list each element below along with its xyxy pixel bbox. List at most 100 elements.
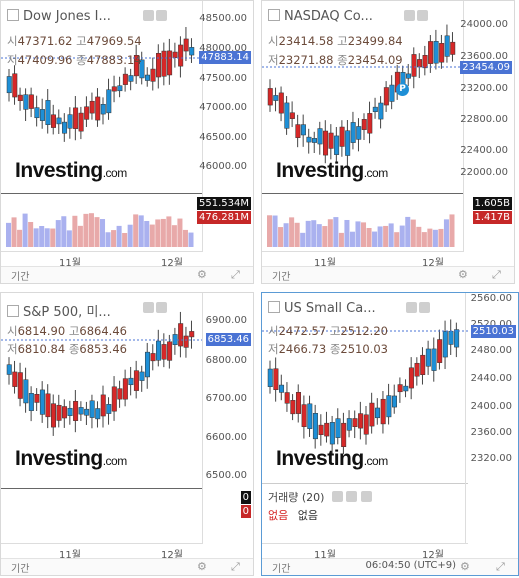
candle <box>39 109 45 121</box>
volume-bar <box>116 225 122 247</box>
fullscreen-icon[interactable]: ⤢ <box>231 268 240 281</box>
volume-bar <box>410 219 416 247</box>
candle <box>122 378 128 400</box>
time-axis[interactable]: 11월 12월 <box>262 251 464 270</box>
volume-bar <box>405 216 411 247</box>
close-icon[interactable] <box>360 491 372 502</box>
settings-icon[interactable] <box>156 10 167 21</box>
y-tick: 6600.00 <box>205 432 247 443</box>
candle <box>273 368 279 391</box>
y-tick: 2440.00 <box>470 373 512 384</box>
symbol-title[interactable]: Dow Jones I... <box>7 9 111 24</box>
symbol-title[interactable]: NASDAQ Co... <box>268 9 373 24</box>
pane-separator[interactable] <box>262 193 464 194</box>
chart-panel-nasdaq[interactable]: NASDAQ Co... 시23414.58 고23499.84 저23271.… <box>261 0 515 284</box>
candle <box>78 112 84 132</box>
pane-separator[interactable] <box>1 488 203 489</box>
settings-icon[interactable] <box>143 10 154 21</box>
settings-icon[interactable] <box>156 302 167 313</box>
price-plot[interactable] <box>1 1 203 251</box>
chart-panel-dow[interactable]: Dow Jones I... 시47371.62 고47969.54 저4740… <box>0 0 254 284</box>
volume-bar <box>372 231 378 247</box>
collapse-icon[interactable] <box>268 301 280 313</box>
candle <box>324 422 330 437</box>
ohlc-row-1: 시23414.58 고23499.84 <box>268 34 403 48</box>
period-label[interactable]: 기간 <box>272 564 291 575</box>
fullscreen-icon[interactable]: ⤢ <box>496 560 505 573</box>
price-plot[interactable] <box>262 293 468 543</box>
candle <box>17 372 23 399</box>
y-tick: 6800.00 <box>205 355 247 366</box>
collapse-icon[interactable] <box>7 305 19 317</box>
symbol-title[interactable]: S&P 500, 미... <box>7 301 111 320</box>
gear-icon[interactable]: ⚙ <box>460 560 470 573</box>
candle <box>295 392 301 414</box>
volume-bar <box>72 215 78 247</box>
candle <box>339 126 345 147</box>
last-price-tag: 2510.03 <box>470 325 516 338</box>
volume-bar <box>22 213 28 247</box>
volume-bar <box>443 219 449 247</box>
fullscreen-icon[interactable]: ⤢ <box>492 268 501 281</box>
period-label[interactable]: 기간 <box>272 272 291 283</box>
settings-icon[interactable] <box>406 302 417 313</box>
chart-panel-sp500[interactable]: S&P 500, 미... 시6814.90 고6864.46 저6810.84… <box>0 292 254 576</box>
gear-icon[interactable]: ⚙ <box>197 560 207 573</box>
price-axis[interactable]: 24000.00 23600.00 23200.00 22800.00 2240… <box>460 1 514 251</box>
clock-readout[interactable]: 06:04:50 (UTC+9) <box>365 560 456 571</box>
volume-bar <box>94 217 100 247</box>
collapse-icon[interactable] <box>7 9 19 21</box>
period-label[interactable]: 기간 <box>11 272 30 283</box>
candle <box>420 354 426 375</box>
legend-controls <box>404 10 428 21</box>
candle <box>433 41 439 64</box>
period-label[interactable]: 기간 <box>11 564 30 575</box>
candle <box>161 344 167 360</box>
candle <box>312 413 318 440</box>
volume-bar <box>11 217 17 247</box>
chart-panel-smallcap[interactable]: US Small Ca... 시2472.57 고2512.20 저2466.7… <box>261 292 519 576</box>
settings-icon[interactable] <box>417 10 428 21</box>
settings-icon[interactable] <box>346 491 358 502</box>
volume-bar <box>44 228 50 247</box>
price-axis[interactable]: 48500.00 48000.00 47500.00 47000.00 4650… <box>197 1 253 251</box>
candle <box>450 41 456 55</box>
time-axis[interactable]: 11월 12월 <box>1 251 203 270</box>
volume-bar <box>182 229 188 247</box>
y-tick: 2320.00 <box>470 453 512 464</box>
pane-separator[interactable] <box>1 193 203 194</box>
volume-bar <box>278 227 284 247</box>
time-axis[interactable]: 11월 12월 <box>1 543 203 562</box>
settings-icon[interactable] <box>143 302 154 313</box>
price-axis[interactable]: 2560.00 2520.00 2480.00 2440.00 2400.00 … <box>465 293 518 543</box>
volume-tag: 1.417B <box>472 211 512 224</box>
settings-icon[interactable] <box>404 10 415 21</box>
volume-bar <box>39 225 45 247</box>
x-tick: 11월 <box>59 258 81 269</box>
price-plot[interactable] <box>262 1 464 251</box>
candle <box>328 132 334 149</box>
gear-icon[interactable]: ⚙ <box>197 268 207 281</box>
time-axis[interactable]: 11월 12월 <box>262 543 468 562</box>
fullscreen-icon[interactable]: ⤢ <box>231 560 240 573</box>
candle <box>84 106 90 120</box>
candle <box>144 351 150 378</box>
gear-icon[interactable]: ⚙ <box>458 268 468 281</box>
candle <box>50 403 56 428</box>
pane-separator[interactable] <box>262 483 468 484</box>
settings-icon[interactable] <box>331 491 343 502</box>
collapse-icon[interactable] <box>268 9 280 21</box>
volume-bar <box>289 217 295 247</box>
candle <box>341 422 347 447</box>
event-marker[interactable]: P <box>396 83 409 96</box>
volume-legend: 거래량 (20) <box>268 489 372 505</box>
candle <box>12 371 18 387</box>
symbol-title[interactable]: US Small Ca... <box>268 301 376 316</box>
volume-bar <box>449 214 455 247</box>
settings-icon[interactable] <box>419 302 430 313</box>
price-plot[interactable] <box>1 293 203 543</box>
volume-bar <box>316 224 322 247</box>
candle <box>300 124 306 136</box>
price-axis[interactable]: 6900.00 6800.00 6700.00 6600.00 6500.00 … <box>202 293 253 543</box>
legend-controls <box>143 302 167 313</box>
